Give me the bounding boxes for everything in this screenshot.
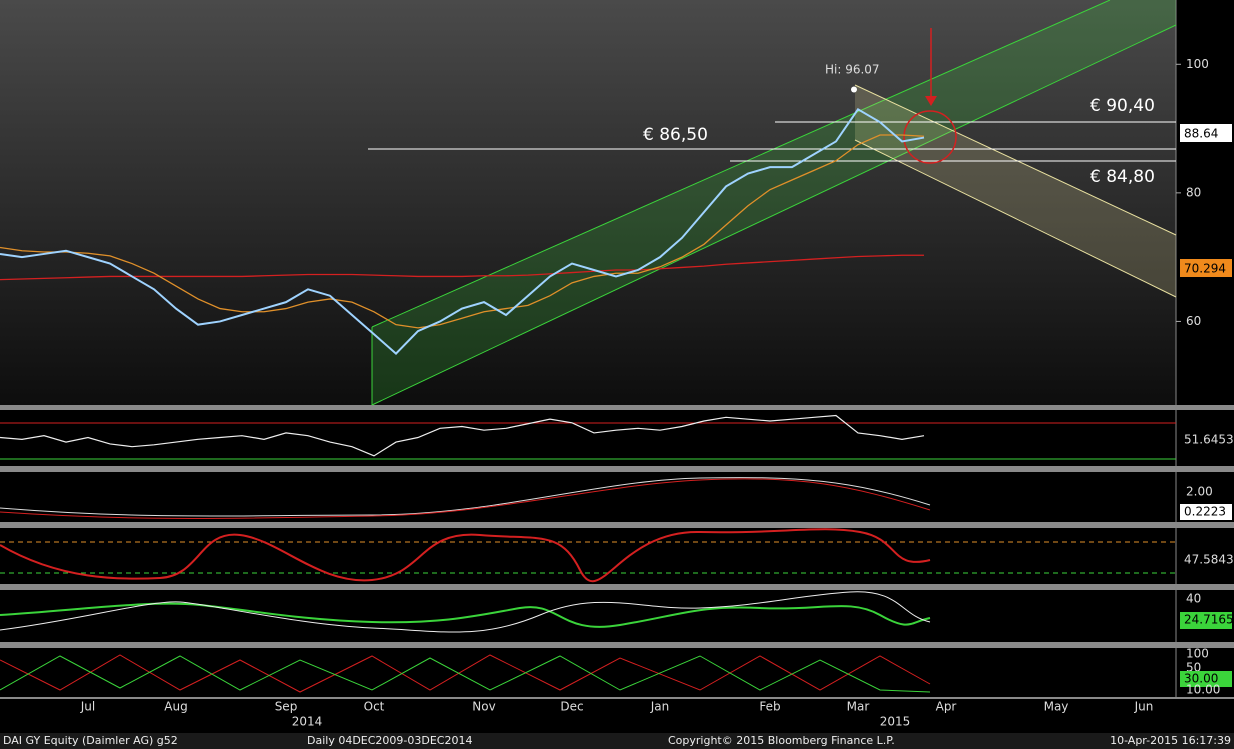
indicator-value: 47.5843: [1184, 553, 1234, 567]
x-tick-label: Mar: [847, 700, 870, 714]
main-panel: [0, 0, 1176, 405]
footer: [0, 733, 1234, 749]
price-label: 88.64: [1184, 127, 1218, 141]
footer-source: Copyright© 2015 Bloomberg Finance L.P.: [668, 734, 895, 747]
x-tick-label: Jan: [650, 700, 670, 714]
footer-range: Daily 04DEC2009-03DEC2014: [307, 734, 472, 747]
moving-average: [0, 254, 924, 281]
x-tick-label: Apr: [936, 700, 957, 714]
indicator-value: 0.2223: [1184, 505, 1226, 519]
arrow-head: [925, 96, 937, 106]
value-box: [1180, 671, 1232, 687]
indicator-tick: 40: [1186, 592, 1201, 606]
channel-line: [854, 139, 1177, 298]
indicator-tick: 100: [1186, 647, 1209, 661]
x-tick-label: May: [1044, 700, 1069, 714]
high-marker: [851, 86, 857, 93]
x-tick-label: Jul: [80, 700, 95, 714]
value-box: [1180, 504, 1232, 520]
year-label: 2014: [292, 715, 323, 729]
dmi-line: [0, 591, 931, 633]
stoch-line: [0, 528, 931, 583]
y-tick-label: 80: [1186, 185, 1201, 199]
macd-line: [0, 477, 931, 517]
price-label: 70.294: [1184, 262, 1226, 276]
rsi-line: [0, 414, 925, 457]
y-tick-label: 60: [1186, 314, 1201, 328]
indicator-value: 24.7165: [1184, 613, 1234, 627]
level-label: € 90,40: [1090, 96, 1155, 116]
channel-line: [371, 0, 1111, 328]
down-channel: [855, 85, 1176, 297]
level-label: € 86,50: [643, 125, 708, 145]
indicator-value: 30.00: [1184, 672, 1218, 686]
footer-time: 10-Apr-2015 16:17:39: [1110, 734, 1231, 747]
x-tick-label: Sep: [275, 700, 298, 714]
value-box: [1180, 431, 1232, 449]
indicator-value: 51.6453: [1184, 433, 1234, 447]
panel-separators: [0, 405, 1234, 699]
value-box: [1180, 612, 1232, 629]
y-tick-label: 100: [1186, 57, 1209, 71]
indicator-tick: 2.00: [1186, 485, 1213, 499]
up-channel: [372, 0, 1176, 405]
year-label: 2015: [880, 715, 911, 729]
price-line: [0, 107, 925, 355]
x-tick-label: Jun: [1134, 700, 1154, 714]
price-box: [1180, 259, 1232, 277]
highlight-circle: [903, 110, 957, 164]
x-tick-label: Feb: [759, 700, 780, 714]
value-box: [1180, 551, 1232, 569]
indicator-tick: 10.00: [1186, 683, 1220, 697]
channel-line: [854, 84, 1177, 236]
high-label: Hi: 96.07: [825, 63, 880, 77]
macd-signal: [0, 478, 931, 519]
footer-title: DAI GY Equity (Daimler AG) g52: [3, 734, 178, 747]
x-tick-label: Dec: [560, 700, 583, 714]
x-tick-label: Oct: [364, 700, 385, 714]
level-label: € 84,80: [1090, 167, 1155, 187]
channel-line: [371, 24, 1177, 406]
price-box: [1180, 124, 1232, 142]
x-tick-label: Aug: [164, 700, 187, 714]
x-tick-label: Nov: [472, 700, 495, 714]
aroon-line: [0, 655, 931, 693]
moving-average: [0, 134, 925, 329]
